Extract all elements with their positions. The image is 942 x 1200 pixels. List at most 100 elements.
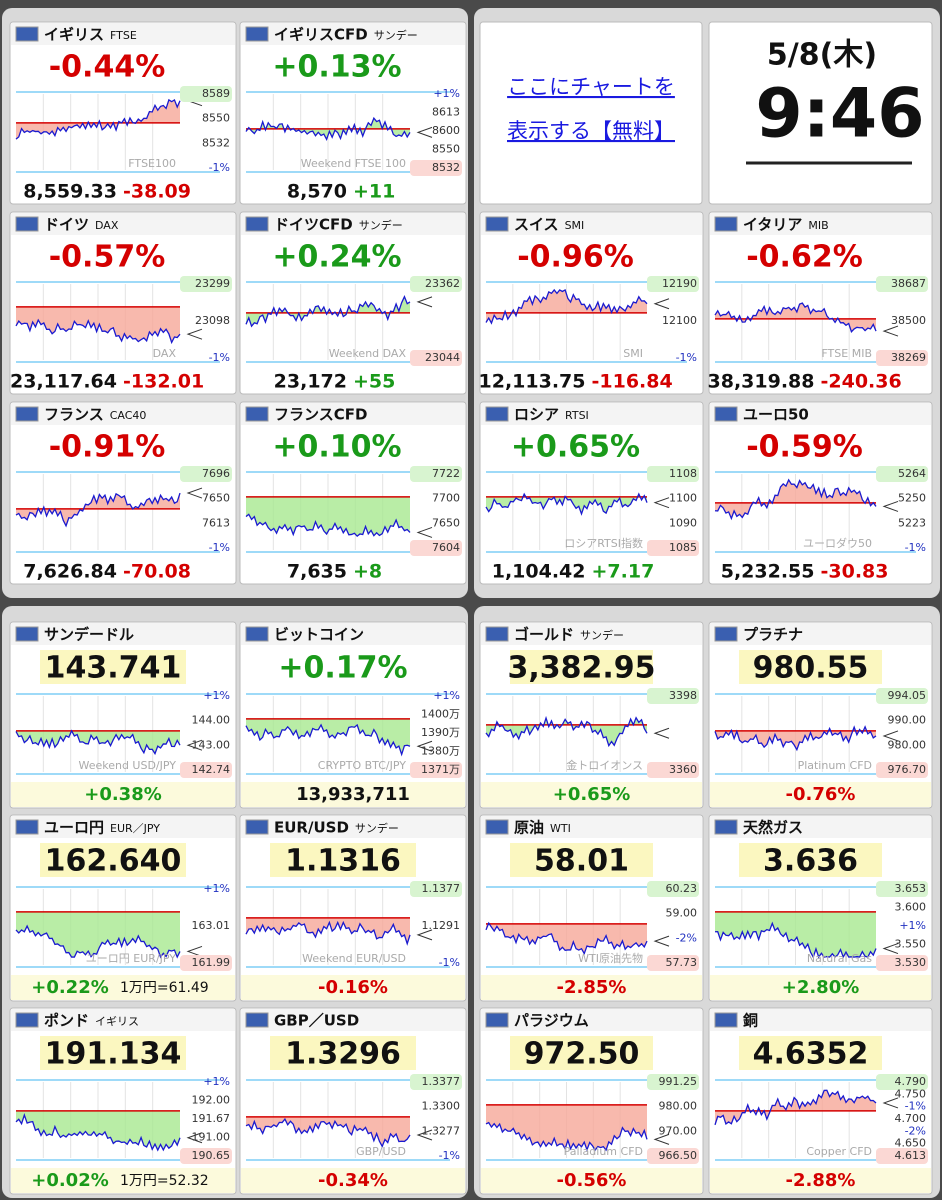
footline: -0.56% [557,1170,627,1191]
axis-label: 7696 [202,467,230,480]
change: +0.24% [272,240,401,275]
axis-label: 192.00 [192,1094,231,1107]
watermark: Weekend EUR/USD [302,952,406,965]
price: 7,635 [287,561,347,583]
flag [485,1012,509,1028]
tile-header [11,816,235,838]
axis-label: 5223 [898,516,926,529]
change: +0.10% [272,430,401,465]
foot-bg [710,1168,931,1193]
price-line [15,492,181,528]
highlight [739,1036,882,1070]
axis-label: 4.790 [895,1075,927,1088]
axis-label: 1085 [669,541,697,554]
price: 23,172 [274,371,347,393]
tile-header [241,623,465,645]
axis-label: +1% [203,1075,230,1088]
headline: +0.17% [278,651,407,686]
area [246,496,410,537]
foot-bg [241,1168,465,1193]
axis-label: 3398 [669,689,697,702]
change: -0.91% [49,430,166,465]
label-bg [647,466,699,482]
tile-sub: RTSI [565,409,589,422]
flag [245,626,269,642]
tile-header [710,816,931,838]
pointer [653,1133,670,1145]
pointer [416,526,433,538]
footline: +0.65% [553,784,631,805]
label-bg [180,466,232,482]
axis-label: 1390万 [421,726,460,739]
highlight [510,843,653,877]
flag [15,216,39,232]
tile-header [481,623,702,645]
axis-label: 1.1377 [422,882,461,895]
area [715,303,876,332]
tile-name: ゴールド [514,626,574,644]
axis-label: -1% [209,351,230,364]
tile-sub: サンデー [580,628,624,642]
footline: 13,933,711 [296,784,410,805]
area [16,730,180,754]
tile-header [710,213,931,235]
tile-name: フランス [44,406,104,424]
label-bg [876,762,928,778]
foot-bg [481,975,702,1000]
label-bg [647,762,699,778]
watermark: Palladium CFD [564,1145,643,1158]
tile-sub: サンデー [359,218,403,232]
pointer [416,126,433,138]
price-line [15,1113,181,1152]
highlight [510,1036,653,1070]
area [715,911,876,958]
flag [245,26,269,42]
tile-sub: サンデー [374,28,418,42]
flag [485,216,509,232]
tile [479,211,704,395]
area [715,726,876,750]
highlight [270,1036,416,1070]
highlight [270,843,416,877]
flag [15,406,39,422]
axis-label: 144.00 [192,714,231,727]
chart-link[interactable]: ここにチャートを [507,75,675,99]
axis-label: 23044 [425,351,460,364]
footline: +0.38% [84,784,162,805]
flag [245,819,269,835]
axis-label: 5250 [898,492,926,505]
tile [708,211,933,395]
footline: -0.34% [318,1170,388,1191]
tile [239,21,467,205]
axis-label: 57.73 [666,956,698,969]
diff: +8 [353,561,382,583]
axis-label: -1% [439,956,460,969]
axis-label: -1% [209,161,230,174]
tile-name: 原油 [514,819,544,837]
axis-label: 7613 [202,516,230,529]
axis-label: 1100 [669,492,697,505]
watermark: ユーロ円 EUR/JPY [86,952,176,965]
axis-label: 990.00 [888,714,927,727]
axis-label: 8532 [202,136,230,149]
axis-label: -1% [676,351,697,364]
axis-label: 1.1291 [422,919,461,932]
tile-header [710,1009,931,1031]
axis-label: 23362 [425,277,460,290]
pointer [882,1097,899,1109]
watermark: 金トロイオンス [566,758,643,772]
tile-name: GBP／USD [274,1012,359,1030]
area [486,494,647,514]
flag [15,819,39,835]
tile-sub: SMI [565,219,585,232]
axis-label: 1.3300 [422,1100,461,1113]
chart-link[interactable]: 表示する【無料】 [507,119,675,143]
price-line [714,1089,877,1126]
flag [714,216,738,232]
label-bg [180,762,232,778]
tile-header [481,213,702,235]
watermark: Weekend USD/JPY [78,759,176,772]
footline: +0.22% [31,977,109,998]
footline: -0.76% [786,784,856,805]
axis-label: 8600 [432,124,460,137]
